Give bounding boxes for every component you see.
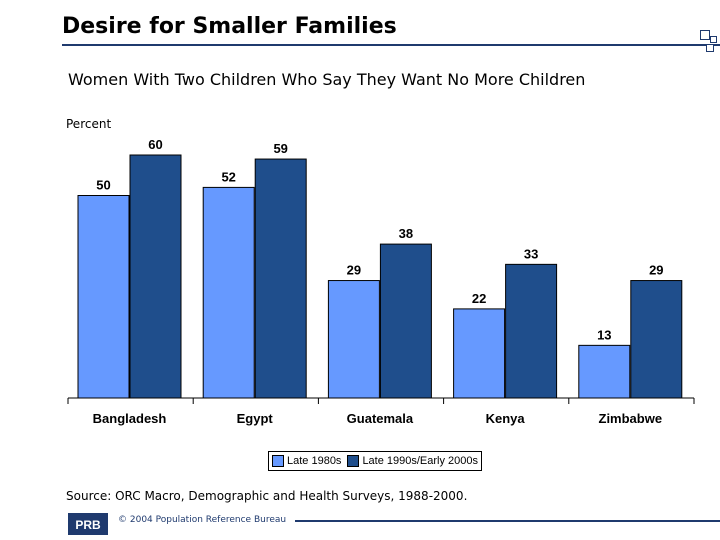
data-label: 29 <box>347 263 361 278</box>
category-label: Guatemala <box>347 411 414 426</box>
bar <box>379 243 432 399</box>
data-label: 22 <box>472 291 486 306</box>
category-label: Zimbabwe <box>599 411 663 426</box>
legend-item-series-1: Late 1980s <box>272 455 341 467</box>
data-label: 52 <box>221 169 235 184</box>
svg-text:PRB: PRB <box>75 518 101 532</box>
footer-rule <box>295 520 720 522</box>
legend-item-series-2: Late 1990s/Early 2000s <box>347 455 478 467</box>
data-label: 50 <box>96 178 110 193</box>
data-label: 38 <box>399 226 413 241</box>
category-label: Egypt <box>237 411 274 426</box>
y-axis-label: Percent <box>66 117 112 131</box>
category-label: Kenya <box>486 411 526 426</box>
copyright: © 2004 Population Reference Bureau <box>118 515 287 525</box>
bar <box>505 263 558 399</box>
legend-swatch <box>272 455 284 467</box>
legend-label: Late 1980s <box>287 455 342 467</box>
bar <box>578 344 631 399</box>
data-label: 60 <box>148 137 162 152</box>
data-label: 59 <box>273 141 287 156</box>
bar <box>202 186 255 399</box>
bar <box>327 280 380 399</box>
legend: Late 1980s Late 1990s/Early 2000s <box>268 451 483 471</box>
title-rule <box>62 44 720 46</box>
bar <box>254 158 307 399</box>
chart-title: Women With Two Children Who Say They Wan… <box>68 70 586 89</box>
slide-title: Desire for Smaller Families <box>62 14 397 39</box>
bar <box>630 280 683 399</box>
data-label: 33 <box>524 246 538 261</box>
prb-logo: PRB <box>68 513 108 535</box>
bar <box>129 154 182 399</box>
legend-swatch <box>347 455 360 467</box>
category-label: Bangladesh <box>93 411 167 426</box>
bar <box>77 195 130 399</box>
source-note: Source: ORC Macro, Demographic and Healt… <box>66 489 468 503</box>
legend-label: Late 1990s/Early 2000s <box>362 455 479 467</box>
bar <box>453 308 506 399</box>
data-label: 29 <box>649 263 663 278</box>
data-label: 13 <box>597 327 611 342</box>
